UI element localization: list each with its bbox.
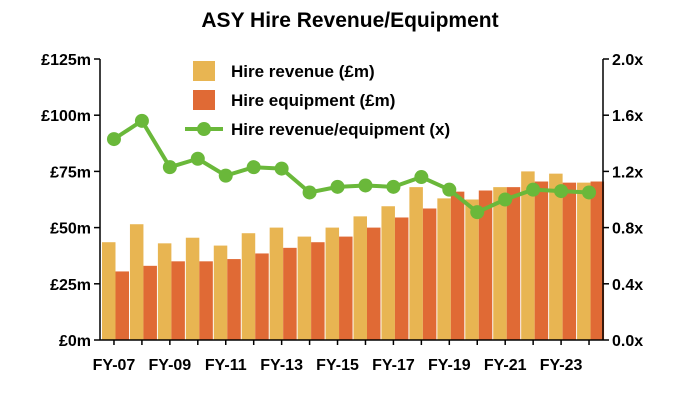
bar-hire-revenue-fy-20: [465, 199, 479, 340]
bar-hire-revenue-fy-08: [129, 224, 144, 340]
bar-hire-equipment-fy-11: [227, 259, 241, 340]
x-axis-tick-label: FY-07: [93, 357, 136, 374]
ratio-point-fy-14: [302, 185, 317, 200]
bars-layer: [102, 171, 605, 340]
bar-hire-equipment-fy-19: [450, 191, 465, 340]
bar-hire-equipment-fy-23: [562, 182, 577, 340]
ratio-point-fy-18: [414, 170, 429, 185]
right-axis-tick-label: 0.0x: [612, 333, 643, 350]
bar-hire-revenue-fy-11: [213, 245, 228, 340]
right-axis-tick-label: 1.2x: [612, 164, 643, 181]
left-axis-tick-label: £25m: [50, 277, 91, 294]
x-axis-tick-label: FY-17: [372, 357, 415, 374]
ratio-point-fy-22: [526, 182, 541, 197]
ratio-point-fy-09: [162, 160, 177, 175]
bar-hire-revenue-fy-07: [102, 242, 116, 340]
bar-hire-revenue-fy-24: [577, 182, 591, 340]
legend-label: Hire equipment (£m): [231, 91, 395, 110]
ratio-point-fy-08: [134, 113, 149, 128]
right-axis-tick-label: 0.8x: [612, 221, 643, 238]
ratio-point-fy-12: [246, 160, 261, 175]
ratio-point-fy-11: [218, 168, 233, 183]
bar-hire-equipment-fy-09: [171, 261, 185, 340]
right-axis-tick-label: 2.0x: [612, 52, 643, 69]
bar-hire-revenue-fy-14: [297, 236, 312, 340]
ratio-line-layer: [106, 113, 597, 220]
left-axis-tick-label: £50m: [50, 221, 91, 238]
bar-hire-equipment-fy-22: [534, 181, 549, 340]
bar-hire-equipment-fy-10: [199, 261, 213, 340]
ratio-point-fy-10: [190, 151, 205, 166]
bar-hire-equipment-fy-21: [506, 187, 521, 340]
chart-title: ASY Hire Revenue/Equipment: [201, 9, 498, 32]
x-axis-tick-label: FY-15: [316, 357, 359, 374]
bar-hire-revenue-fy-09: [157, 243, 172, 340]
legend-label: Hire revenue (£m): [231, 62, 375, 81]
right-axis-tick-label: 0.4x: [612, 277, 643, 294]
ratio-point-fy-21: [498, 192, 513, 207]
ratio-point-fy-19: [442, 182, 457, 197]
x-axis-tick-label: FY-11: [205, 357, 247, 374]
x-axis-tick-label: FY-23: [540, 357, 583, 374]
bar-hire-equipment-fy-17: [394, 217, 409, 340]
ratio-point-fy-13: [274, 161, 289, 176]
bar-hire-revenue-fy-17: [381, 206, 395, 340]
legend-swatch-hire-equipment: [193, 90, 215, 110]
bar-hire-revenue-fy-16: [353, 216, 367, 340]
ratio-point-fy-17: [386, 179, 401, 194]
bar-hire-equipment-fy-15: [339, 236, 353, 340]
bar-hire-revenue-fy-23: [549, 173, 563, 340]
x-axis-tick-label: FY-09: [149, 357, 192, 374]
bar-hire-revenue-fy-19: [437, 198, 451, 340]
ratio-point-fy-15: [330, 179, 345, 194]
bar-hire-revenue-fy-22: [521, 171, 535, 340]
bar-hire-equipment-fy-14: [311, 242, 325, 340]
x-axis-tick-label: FY-21: [484, 357, 527, 374]
bar-hire-equipment-fy-08: [143, 265, 157, 340]
legend-label: Hire revenue/equipment (x): [231, 120, 450, 139]
bar-hire-revenue-fy-10: [185, 237, 200, 340]
left-axis-tick-label: £0m: [59, 333, 91, 350]
ratio-point-fy-20: [470, 205, 485, 220]
legend: Hire revenue (£m) Hire equipment (£m) Hire…: [185, 61, 450, 139]
ratio-point-fy-24: [582, 185, 597, 200]
bar-hire-revenue-fy-18: [409, 187, 423, 340]
bar-hire-equipment-fy-12: [255, 253, 269, 340]
bar-hire-equipment-fy-20: [478, 190, 493, 340]
axes-layer: £0m £25m £50m £75m £100m £125m 0.0x 0.4x 0.8x 1.2…: [41, 52, 643, 374]
bar-hire-equipment-fy-24: [590, 181, 605, 340]
bar-hire-equipment-fy-07: [115, 271, 129, 340]
ratio-point-fy-16: [358, 178, 373, 193]
bar-hire-revenue-fy-15: [325, 227, 340, 340]
bar-hire-revenue-fy-13: [269, 227, 284, 340]
bar-hire-revenue-fy-21: [493, 187, 507, 340]
bar-hire-revenue-fy-12: [241, 233, 256, 340]
left-axis-tick-label: £75m: [50, 164, 91, 181]
right-axis-tick-label: 1.6x: [612, 108, 643, 125]
left-axis-tick-label: £100m: [41, 108, 91, 125]
x-axis-tick-label: FY-19: [428, 357, 471, 374]
bar-hire-equipment-fy-16: [367, 227, 381, 340]
x-axis-tick-label: FY-13: [260, 357, 303, 374]
legend-marker-ratio: [197, 122, 211, 136]
ratio-point-fy-23: [554, 184, 569, 199]
bar-hire-equipment-fy-13: [283, 247, 297, 340]
left-axis-tick-label: £125m: [41, 52, 91, 69]
legend-swatch-hire-revenue: [193, 61, 215, 81]
bar-hire-equipment-fy-18: [422, 208, 437, 340]
ratio-point-fy-07: [106, 132, 121, 147]
